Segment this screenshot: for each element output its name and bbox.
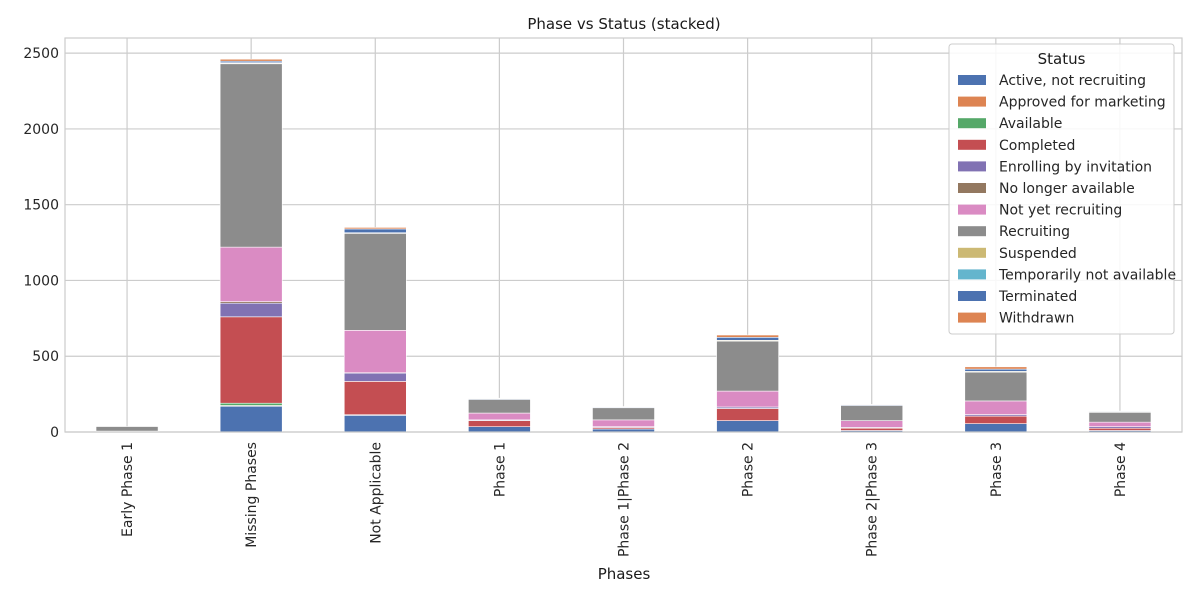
legend-swatch xyxy=(958,183,986,193)
bar-segment xyxy=(716,390,779,408)
legend-swatch xyxy=(958,118,986,129)
legend-label: No longer available xyxy=(999,181,1135,197)
legend-label: Active, not recruiting xyxy=(999,73,1146,89)
x-tick-label: Phase 2 xyxy=(741,442,757,497)
legend-label: Approved for marketing xyxy=(999,95,1166,111)
bar-segment xyxy=(343,381,407,416)
bar-segment xyxy=(219,63,283,248)
legend-swatch xyxy=(958,75,986,85)
bar-segment xyxy=(468,399,531,414)
bar-segment xyxy=(343,227,407,230)
bar-segment xyxy=(1088,411,1152,423)
bar-segment xyxy=(840,420,904,428)
bar-segment xyxy=(840,427,904,431)
bar-segment xyxy=(343,228,407,234)
x-tick-label: Phase 1|Phase 2 xyxy=(617,442,633,557)
legend-label: Enrolling by invitation xyxy=(999,159,1152,175)
legend-label: Withdrawn xyxy=(999,311,1074,327)
legend-swatch xyxy=(958,291,986,301)
legend-label: Suspended xyxy=(999,246,1077,262)
legend-swatch xyxy=(958,226,986,237)
y-axis-ticks: 0 500 1000 1500 2000 2500 xyxy=(23,46,59,441)
bar-segment xyxy=(716,336,779,341)
x-tick-label: Not Applicable xyxy=(368,442,384,544)
legend-box xyxy=(948,43,1175,335)
bar-segment xyxy=(716,340,779,392)
legend-title: Status xyxy=(1038,50,1086,68)
legend-label: Temporarily not available xyxy=(998,267,1176,283)
legend-label: Not yet recruiting xyxy=(999,203,1122,219)
bar-segment xyxy=(840,405,904,421)
bar-segment xyxy=(219,302,283,318)
y-tick-label: 1000 xyxy=(23,273,59,289)
bar-segment xyxy=(219,405,283,433)
x-axis-label: Phases xyxy=(598,565,651,583)
bar-segment xyxy=(716,334,779,338)
legend-swatch xyxy=(958,269,986,280)
legend-label: Available xyxy=(999,116,1062,132)
bar-segment xyxy=(219,58,283,62)
legend-label: Terminated xyxy=(998,289,1077,305)
bar-segment xyxy=(964,415,1028,424)
legend-swatch xyxy=(958,204,986,215)
bar-segment xyxy=(716,420,779,433)
bars-layer xyxy=(95,58,1152,433)
legend-swatch xyxy=(958,247,986,258)
chart-title: Phase vs Status (stacked) xyxy=(527,15,720,33)
bar-segment xyxy=(1088,427,1152,431)
bar-segment xyxy=(592,419,655,427)
bar-segment xyxy=(343,372,407,382)
x-tick-label: Missing Phases xyxy=(244,442,260,548)
bar-segment xyxy=(343,233,407,331)
bar-segment xyxy=(219,402,283,406)
bar-segment xyxy=(964,400,1028,415)
y-tick-label: 2500 xyxy=(23,46,59,62)
bar-segment xyxy=(219,316,283,404)
legend-swatch xyxy=(958,161,986,172)
x-tick-label: Phase 3 xyxy=(989,442,1005,497)
bar-segment xyxy=(1088,421,1152,427)
bar-segment xyxy=(219,246,283,302)
legend-swatch xyxy=(958,139,986,150)
legend: Status Active, not recruiting Approved for… xyxy=(948,43,1176,335)
x-tick-label: Phase 4 xyxy=(1113,442,1129,497)
x-tick-label: Phase 2|Phase 3 xyxy=(865,442,881,557)
legend-label: Recruiting xyxy=(999,224,1070,240)
bar-segment xyxy=(964,366,1028,370)
legend-label: Completed xyxy=(999,138,1075,154)
x-axis-ticks: Early Phase 1 Missing Phases Not Applicabl… xyxy=(120,442,1129,557)
plot-frame xyxy=(64,37,1183,433)
legend-swatch xyxy=(958,96,986,107)
bar-segment xyxy=(592,407,655,421)
bar-segment xyxy=(468,426,531,433)
bar-segment xyxy=(964,371,1028,402)
bar-segment xyxy=(343,330,407,374)
bar-segment xyxy=(964,368,1028,372)
legend-swatch xyxy=(958,312,986,323)
bar-segment xyxy=(468,420,531,427)
bar-segment xyxy=(964,423,1028,433)
y-tick-label: 1500 xyxy=(23,198,59,214)
y-tick-label: 500 xyxy=(32,349,59,365)
y-tick-label: 2000 xyxy=(23,122,59,138)
x-tick-label: Early Phase 1 xyxy=(120,442,136,537)
bar-segment xyxy=(468,412,531,421)
bar-segment xyxy=(343,415,407,433)
bar-segment xyxy=(95,426,159,432)
bar-segment xyxy=(716,408,779,421)
x-tick-label: Phase 1 xyxy=(492,442,508,497)
y-tick-label: 0 xyxy=(50,425,59,441)
